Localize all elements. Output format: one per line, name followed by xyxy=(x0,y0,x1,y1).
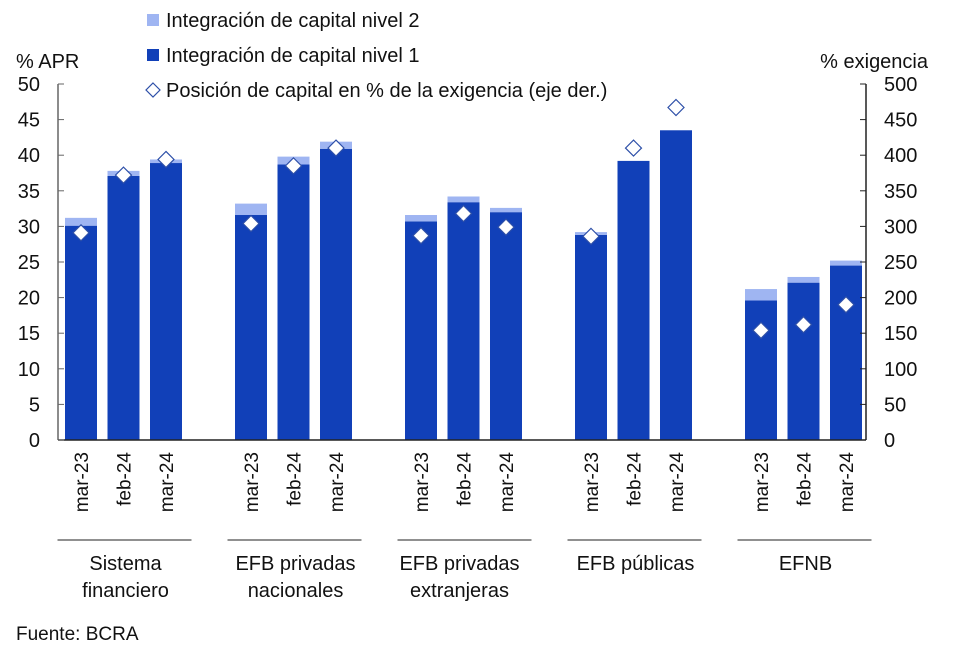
bar-nivel1 xyxy=(235,215,267,440)
bar-nivel2 xyxy=(65,217,97,226)
diamond-marker xyxy=(157,150,175,169)
bar-nivel1 xyxy=(65,225,97,440)
x-tick-label: mar-24 xyxy=(837,452,858,513)
y-tick-label: 35 xyxy=(18,181,40,203)
bar-nivel1 xyxy=(320,148,352,441)
y-right-tick-label: 500 xyxy=(884,74,917,96)
x-tick-label: mar-23 xyxy=(412,452,433,512)
x-tick-label: feb-24 xyxy=(455,452,476,506)
x-tick-label: feb-24 xyxy=(625,452,646,506)
bar-nivel1 xyxy=(277,164,310,440)
x-tick-label: feb-24 xyxy=(285,452,306,506)
bar-nivel2 xyxy=(745,289,777,301)
bar-nivel1 xyxy=(660,130,692,440)
y-right-tick-label: 350 xyxy=(884,181,917,203)
x-tick-label: feb-24 xyxy=(795,452,816,506)
bar-nivel1 xyxy=(745,300,777,440)
legend-swatch xyxy=(147,49,159,61)
x-tick-label: mar-23 xyxy=(582,452,603,512)
bar-nivel2 xyxy=(490,207,522,213)
y-tick-label: 20 xyxy=(18,288,40,310)
y-tick-label: 5 xyxy=(29,394,40,416)
x-tick-label: mar-24 xyxy=(497,452,518,513)
diamond-marker xyxy=(794,315,813,334)
y-tick-label: 30 xyxy=(18,216,40,238)
y-right-tick-label: 400 xyxy=(884,145,917,167)
y-tick-label: 40 xyxy=(18,145,40,167)
bar-nivel1 xyxy=(617,160,650,440)
diamond-marker xyxy=(114,166,133,184)
y-right-tick-label: 100 xyxy=(884,359,917,381)
diamond-marker xyxy=(284,157,303,175)
diamond-marker xyxy=(837,295,855,314)
diamond-marker xyxy=(242,214,260,233)
y-tick-label: 25 xyxy=(18,252,40,274)
bar-nivel1 xyxy=(787,282,820,440)
source-note: Fuente: BCRA xyxy=(16,624,139,645)
bar-nivel2 xyxy=(405,215,437,222)
bar-nivel1 xyxy=(150,163,182,441)
group-label: Sistema xyxy=(89,553,162,575)
group-label: EFB privadas xyxy=(235,553,355,575)
bar-nivel2 xyxy=(447,196,480,203)
legend-label: Integración de capital nivel 1 xyxy=(166,45,420,67)
diamond-marker xyxy=(624,139,643,157)
legend-swatch xyxy=(147,14,159,26)
diamond-marker xyxy=(72,223,90,242)
group-label: financiero xyxy=(82,580,169,602)
group-label: EFB públicas xyxy=(577,553,695,575)
x-tick-label: mar-23 xyxy=(72,452,93,512)
diamond-marker xyxy=(454,204,473,223)
y-axis-label: % APR xyxy=(16,51,79,73)
y-right-tick-label: 250 xyxy=(884,252,917,274)
bar-nivel1 xyxy=(447,202,480,440)
y-right-tick-label: 200 xyxy=(884,288,917,310)
legend-label: Posición de capital en % de la exigencia… xyxy=(166,80,607,102)
x-tick-label: mar-24 xyxy=(157,452,178,513)
y-tick-label: 0 xyxy=(29,430,40,452)
diamond-marker xyxy=(497,218,515,236)
diamond-marker xyxy=(582,227,600,246)
x-tick-label: feb-24 xyxy=(115,452,136,506)
x-tick-label: mar-24 xyxy=(327,452,348,513)
y-right-tick-label: 300 xyxy=(884,216,917,238)
y-tick-label: 10 xyxy=(18,359,40,381)
diamond-marker xyxy=(752,321,770,340)
y-tick-label: 50 xyxy=(18,74,40,96)
group-label: EFB privadas xyxy=(399,553,519,575)
diamond-marker xyxy=(667,98,685,117)
y-tick-label: 15 xyxy=(18,323,40,345)
diamond-marker xyxy=(412,226,430,245)
group-label: extranjeras xyxy=(410,580,509,602)
bar-nivel2 xyxy=(830,260,862,266)
legend-diamond-icon xyxy=(145,82,161,98)
bar-nivel1 xyxy=(107,175,140,440)
y-right-tick-label: 50 xyxy=(884,394,906,416)
group-label: nacionales xyxy=(248,580,344,602)
y-right-axis-label: % exigencia xyxy=(820,51,929,73)
bar-nivel1 xyxy=(405,221,437,440)
y-right-tick-label: 450 xyxy=(884,110,917,132)
x-tick-label: mar-23 xyxy=(242,452,263,512)
bar-nivel1 xyxy=(490,212,522,440)
legend-label: Integración de capital nivel 2 xyxy=(166,10,420,32)
diamond-marker xyxy=(327,139,345,157)
bar-nivel2 xyxy=(235,203,267,216)
y-right-tick-label: 150 xyxy=(884,323,917,345)
x-tick-label: mar-23 xyxy=(752,452,773,512)
group-label: EFNB xyxy=(779,553,832,575)
x-tick-label: mar-24 xyxy=(667,452,688,513)
bar-nivel2 xyxy=(787,276,820,283)
bar-nivel1 xyxy=(575,234,607,440)
bar-nivel1 xyxy=(830,265,862,440)
y-right-tick-label: 0 xyxy=(884,430,895,452)
y-tick-label: 45 xyxy=(18,110,40,132)
